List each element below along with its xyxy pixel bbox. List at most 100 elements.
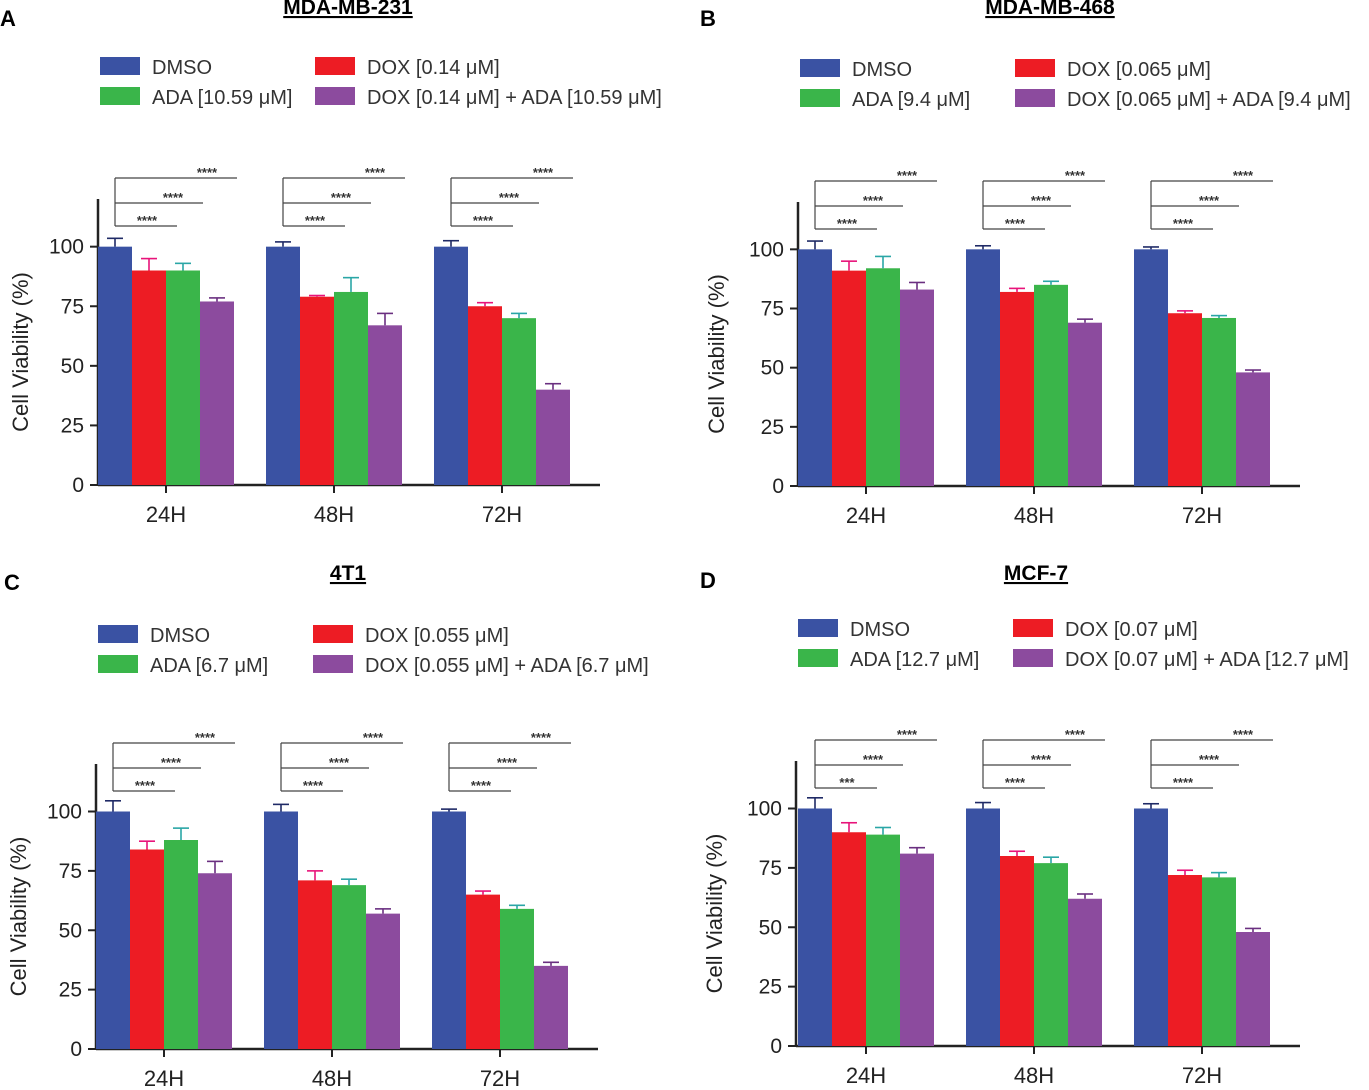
y-tick-label: 75 — [759, 857, 782, 880]
y-tick-label: 75 — [61, 295, 84, 318]
chart-title: 4T1 — [330, 562, 367, 585]
legend-label: DOX [0.14 μM] — [367, 57, 500, 79]
bar — [332, 885, 366, 1049]
legend-swatch — [315, 57, 355, 75]
bar — [264, 811, 298, 1049]
sig-label: **** — [497, 755, 518, 770]
bar — [1034, 863, 1068, 1046]
legend-swatch — [313, 625, 353, 643]
legend-label: DOX [0.14 μM] + ADA [10.59 μM] — [367, 87, 662, 109]
x-tick-label: 48H — [1014, 1063, 1054, 1088]
y-tick-label: 25 — [759, 976, 782, 999]
sig-label: *** — [839, 775, 855, 790]
legend-label: ADA [12.7 μM] — [850, 649, 979, 671]
y-tick-label: 100 — [749, 238, 784, 261]
bar — [900, 289, 934, 486]
bar — [198, 873, 232, 1049]
sig-label: **** — [135, 778, 156, 793]
chart-panel-c: C 4T1 DMSO ADA [6.7 μM] DOX [0.055 μM] DOX [0… — [4, 562, 649, 1090]
bar — [1000, 856, 1034, 1046]
y-tick-label: 100 — [49, 236, 84, 259]
bar — [502, 318, 536, 485]
x-tick-label: 72H — [1182, 503, 1222, 528]
bar — [832, 832, 866, 1046]
sig-label: **** — [1031, 752, 1052, 767]
legend-swatch — [313, 655, 353, 673]
x-tick-label: 24H — [146, 502, 186, 527]
sig-label: **** — [329, 755, 350, 770]
legend-label: DOX [0.055 μM] — [365, 625, 509, 647]
legend-swatch — [1015, 59, 1055, 77]
y-tick-label: 50 — [59, 919, 82, 942]
chart-panel-b: B MDA-MB-468 DMSO ADA [9.4 μM] DOX [0.065 μM… — [700, 0, 1351, 528]
bar — [966, 249, 1000, 486]
bar — [164, 840, 198, 1049]
sig-label: **** — [1233, 727, 1254, 742]
legend-swatch — [798, 649, 838, 667]
panel-letter: C — [4, 570, 20, 595]
bar — [500, 908, 534, 1049]
bar — [1168, 313, 1202, 486]
y-tick-label: 25 — [61, 414, 84, 437]
chart-panel-d: D MCF-7 DMSO ADA [12.7 μM] DOX [0.07 μM] DOX … — [700, 562, 1349, 1088]
sig-label: **** — [197, 165, 218, 180]
sig-label: **** — [303, 778, 324, 793]
y-tick-label: 0 — [70, 1038, 82, 1061]
bar — [798, 249, 832, 486]
sig-label: **** — [1199, 193, 1220, 208]
legend-label: ADA [9.4 μM] — [852, 89, 970, 111]
legend-label: DOX [0.065 μM] — [1067, 59, 1211, 81]
sig-label: **** — [531, 730, 552, 745]
panel-letter: A — [0, 6, 16, 31]
bar — [132, 270, 166, 485]
sig-label: **** — [1065, 727, 1086, 742]
bar — [434, 246, 468, 485]
y-tick-label: 0 — [72, 474, 84, 497]
y-tick-label: 75 — [59, 860, 82, 883]
sig-label: **** — [1173, 775, 1194, 790]
y-tick-label: 0 — [770, 1035, 782, 1058]
sig-label: **** — [163, 190, 184, 205]
legend-label: DOX [0.055 μM] + ADA [6.7 μM] — [365, 655, 649, 677]
x-tick-label: 48H — [312, 1066, 352, 1090]
sig-label: **** — [365, 165, 386, 180]
bar — [300, 296, 334, 485]
x-tick-label: 24H — [144, 1066, 184, 1090]
sig-label: **** — [471, 778, 492, 793]
legend-label: DOX [0.065 μM] + ADA [9.4 μM] — [1067, 89, 1351, 111]
legend-label: DMSO — [152, 57, 212, 79]
sig-label: **** — [195, 730, 216, 745]
sig-label: **** — [863, 752, 884, 767]
sig-label: **** — [161, 755, 182, 770]
bar — [334, 291, 368, 485]
bar — [468, 306, 502, 485]
legend-swatch — [798, 619, 838, 637]
bar — [1068, 322, 1102, 486]
x-tick-label: 72H — [480, 1066, 520, 1090]
bar — [1202, 877, 1236, 1046]
legend-swatch — [98, 625, 138, 643]
y-tick-label: 50 — [761, 357, 784, 380]
y-tick-label: 100 — [747, 798, 782, 821]
bar — [1236, 372, 1270, 486]
y-tick-label: 50 — [61, 355, 84, 378]
bar — [466, 894, 500, 1049]
sig-label: **** — [1031, 193, 1052, 208]
y-axis-label: Cell Viability (%) — [8, 272, 33, 432]
bar — [798, 808, 832, 1046]
bar — [1168, 875, 1202, 1046]
legend-swatch — [98, 655, 138, 673]
sig-label: **** — [863, 193, 884, 208]
x-tick-label: 24H — [846, 503, 886, 528]
bar — [98, 246, 132, 485]
bar — [866, 268, 900, 486]
chart-title: MDA-MB-231 — [283, 0, 413, 19]
legend-label: DOX [0.07 μM] + ADA [12.7 μM] — [1065, 649, 1349, 671]
chart-panel-a: A MDA-MB-231 DMSO ADA [10.59 μM] DOX [0.14 μ… — [0, 0, 662, 527]
bar — [130, 849, 164, 1049]
sig-label: **** — [331, 190, 352, 205]
y-tick-label: 0 — [772, 475, 784, 498]
bar — [1068, 898, 1102, 1046]
sig-label: **** — [897, 168, 918, 183]
bar — [368, 325, 402, 485]
